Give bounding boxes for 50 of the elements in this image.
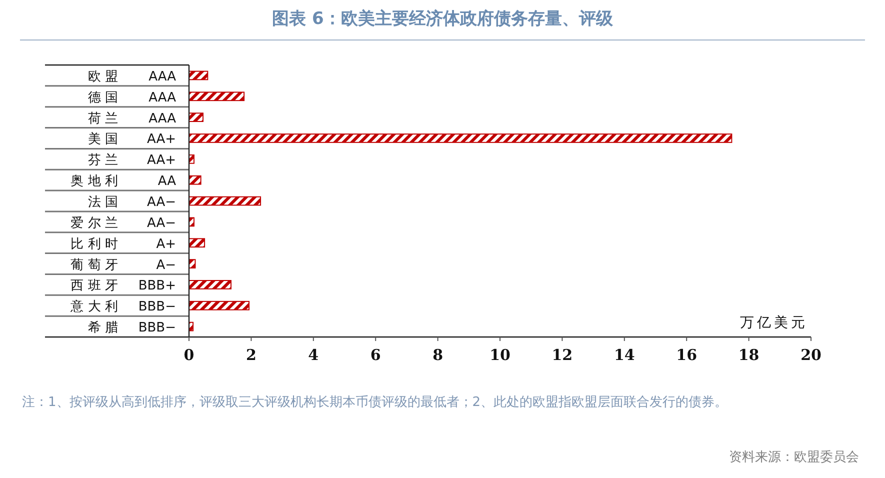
- bar: [188, 280, 232, 290]
- x-tick-label: 8: [432, 346, 444, 364]
- y2-tick-label: BBB−: [138, 320, 176, 336]
- y-tick-label: 奥 地 利: [70, 174, 118, 190]
- x-tick-label: 16: [676, 346, 698, 364]
- bar: [188, 112, 204, 122]
- bar: [188, 134, 732, 143]
- y-tick-label: 爱 尔 兰: [70, 216, 118, 231]
- y2-tick-label: BBB+: [138, 278, 176, 294]
- x-tick-label: 6: [370, 346, 381, 364]
- y-tick-label: 德 国: [88, 90, 118, 106]
- bar: [188, 175, 202, 185]
- y2-tick-label: AAA: [148, 69, 176, 84]
- y-tick-label: 欧 盟: [88, 69, 118, 84]
- y-tick-label: 葡 萄 牙: [70, 258, 118, 273]
- bar: [188, 92, 245, 102]
- x-tick-label: 18: [738, 346, 760, 364]
- x-tick-label: 20: [800, 346, 822, 364]
- bar: [188, 300, 250, 310]
- bar: [188, 70, 208, 80]
- x-tick-label: 2: [246, 346, 256, 364]
- bar: [188, 196, 262, 206]
- y-tick-label: 西 班 牙: [70, 278, 118, 294]
- x-tick-label: 0: [184, 346, 194, 364]
- y2-tick-label: BBB−: [138, 300, 176, 315]
- y2-tick-label: AAA: [148, 111, 176, 126]
- y2-tick-label: AA+: [146, 153, 176, 168]
- y-tick-label: 荷 兰: [88, 111, 118, 126]
- y2-tick-label: A−: [156, 258, 176, 273]
- bar: [188, 238, 206, 248]
- y-tick-label: 美 国: [88, 131, 118, 148]
- chart-title: 图表 6：欧美主要经济体政府债务存量、评级: [272, 9, 614, 29]
- y2-tick-label: AA+: [146, 132, 176, 148]
- x-tick-label: 4: [308, 346, 319, 364]
- y2-tick-label: AA: [158, 174, 176, 190]
- y-tick-label: 希 腊: [88, 320, 118, 336]
- text: 资料来源：欧盟委员会: [729, 449, 859, 466]
- y-tick-label: 比 利 时: [70, 236, 118, 252]
- y2-tick-label: AAA: [148, 90, 176, 106]
- y-tick-label: 意 大 利: [70, 300, 118, 315]
- y-tick-label: 芬 兰: [88, 153, 118, 168]
- y2-tick-label: A+: [156, 236, 176, 252]
- x-tick-label: 10: [490, 346, 510, 364]
- x-tick-label: 12: [552, 346, 573, 364]
- x-tick-label: 14: [614, 346, 635, 364]
- text: 注：1、按评级从高到低排序，评级取三大评级机构长期本币债评级的最低者；2、此处的欧盟指欧盟层面联合发行的债券。: [22, 394, 729, 412]
- y2-tick-label: AA−: [146, 216, 176, 231]
- y2-tick-label: AA−: [146, 195, 176, 210]
- y-tick-label: 法 国: [88, 195, 118, 210]
- x-axis-title: 万亿美元: [740, 315, 808, 331]
